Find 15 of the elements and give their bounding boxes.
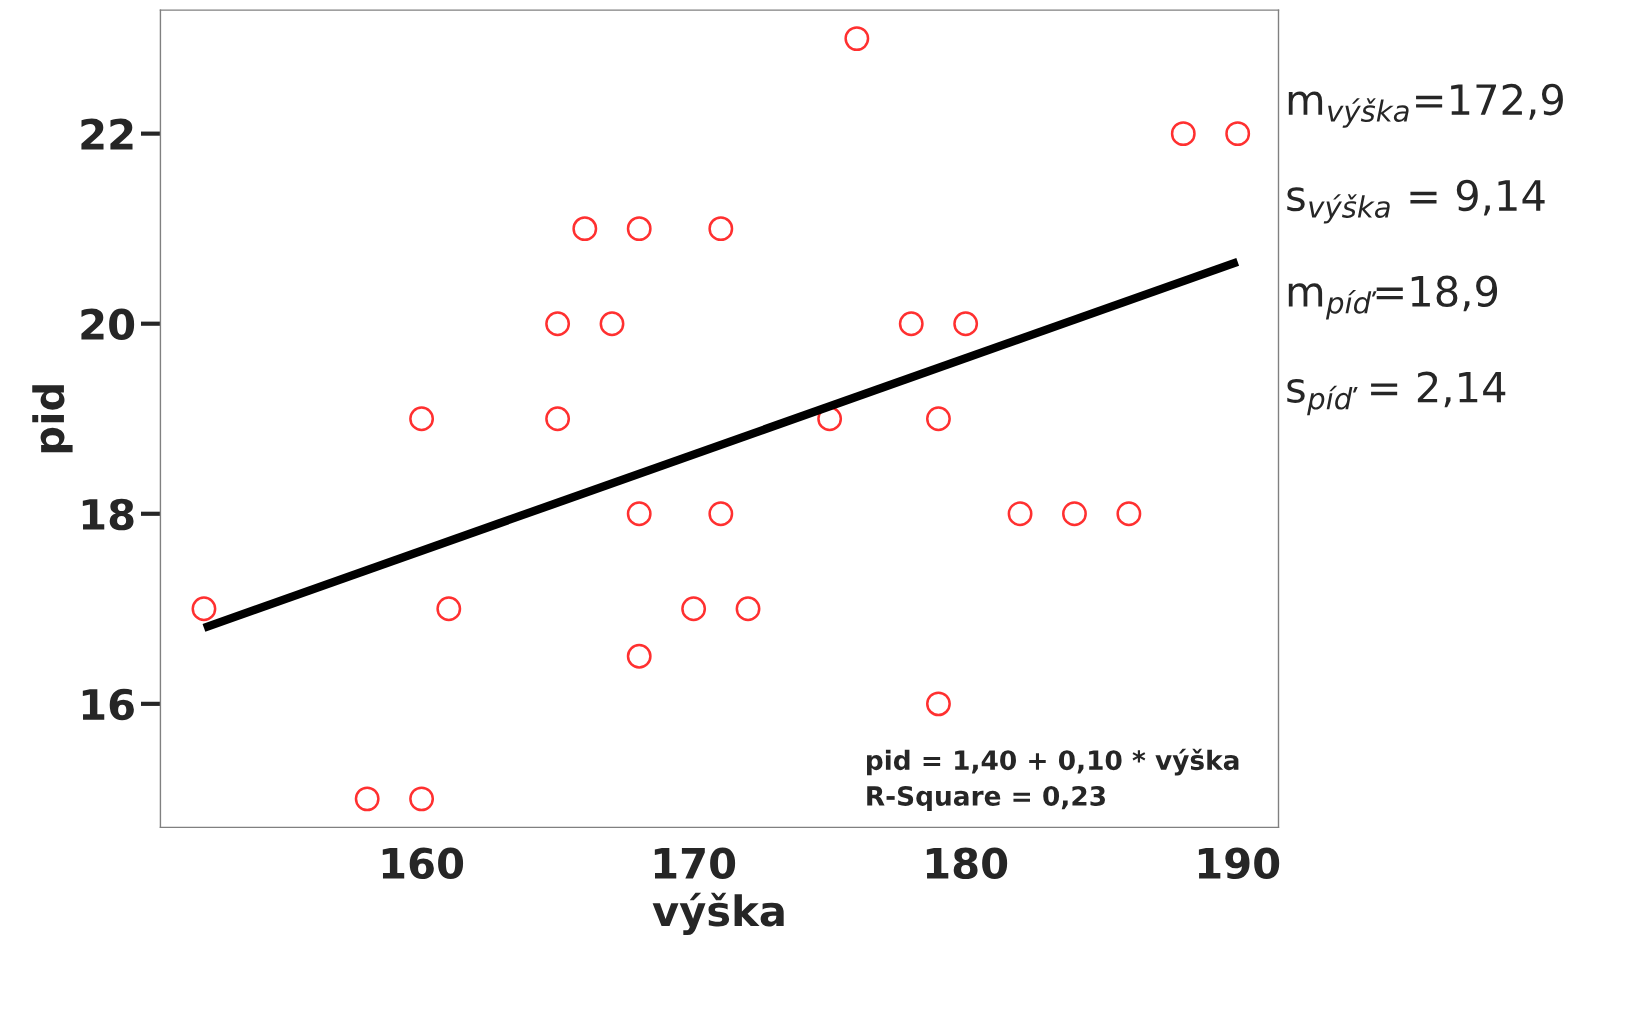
x-tick-label: 180: [926, 847, 1008, 880]
x-axis-title: výška: [652, 892, 784, 936]
y-tick-label: 22: [81, 118, 133, 150]
y-tick-label: 16: [82, 688, 134, 721]
y-tick-label: 18: [82, 498, 134, 531]
x-tick-label: 160: [382, 847, 464, 880]
text: s$_{píď}$ = 2,14: [1287, 371, 1506, 416]
x-tick-label: 170: [654, 847, 736, 880]
text: m$_{píď}$=18,9: [1288, 275, 1498, 320]
text: s$_{výška}$ = 9,14: [1287, 179, 1545, 224]
text: m$_{výška}$=172,9: [1288, 83, 1563, 128]
x-tick-label: 190: [1198, 847, 1280, 880]
y-tick-label: 20: [81, 308, 135, 341]
annotation: pid = 1,40 + 0,10 * výška R-Square = 0,23: [867, 748, 1239, 812]
y-axis-title: pid: [32, 385, 73, 453]
